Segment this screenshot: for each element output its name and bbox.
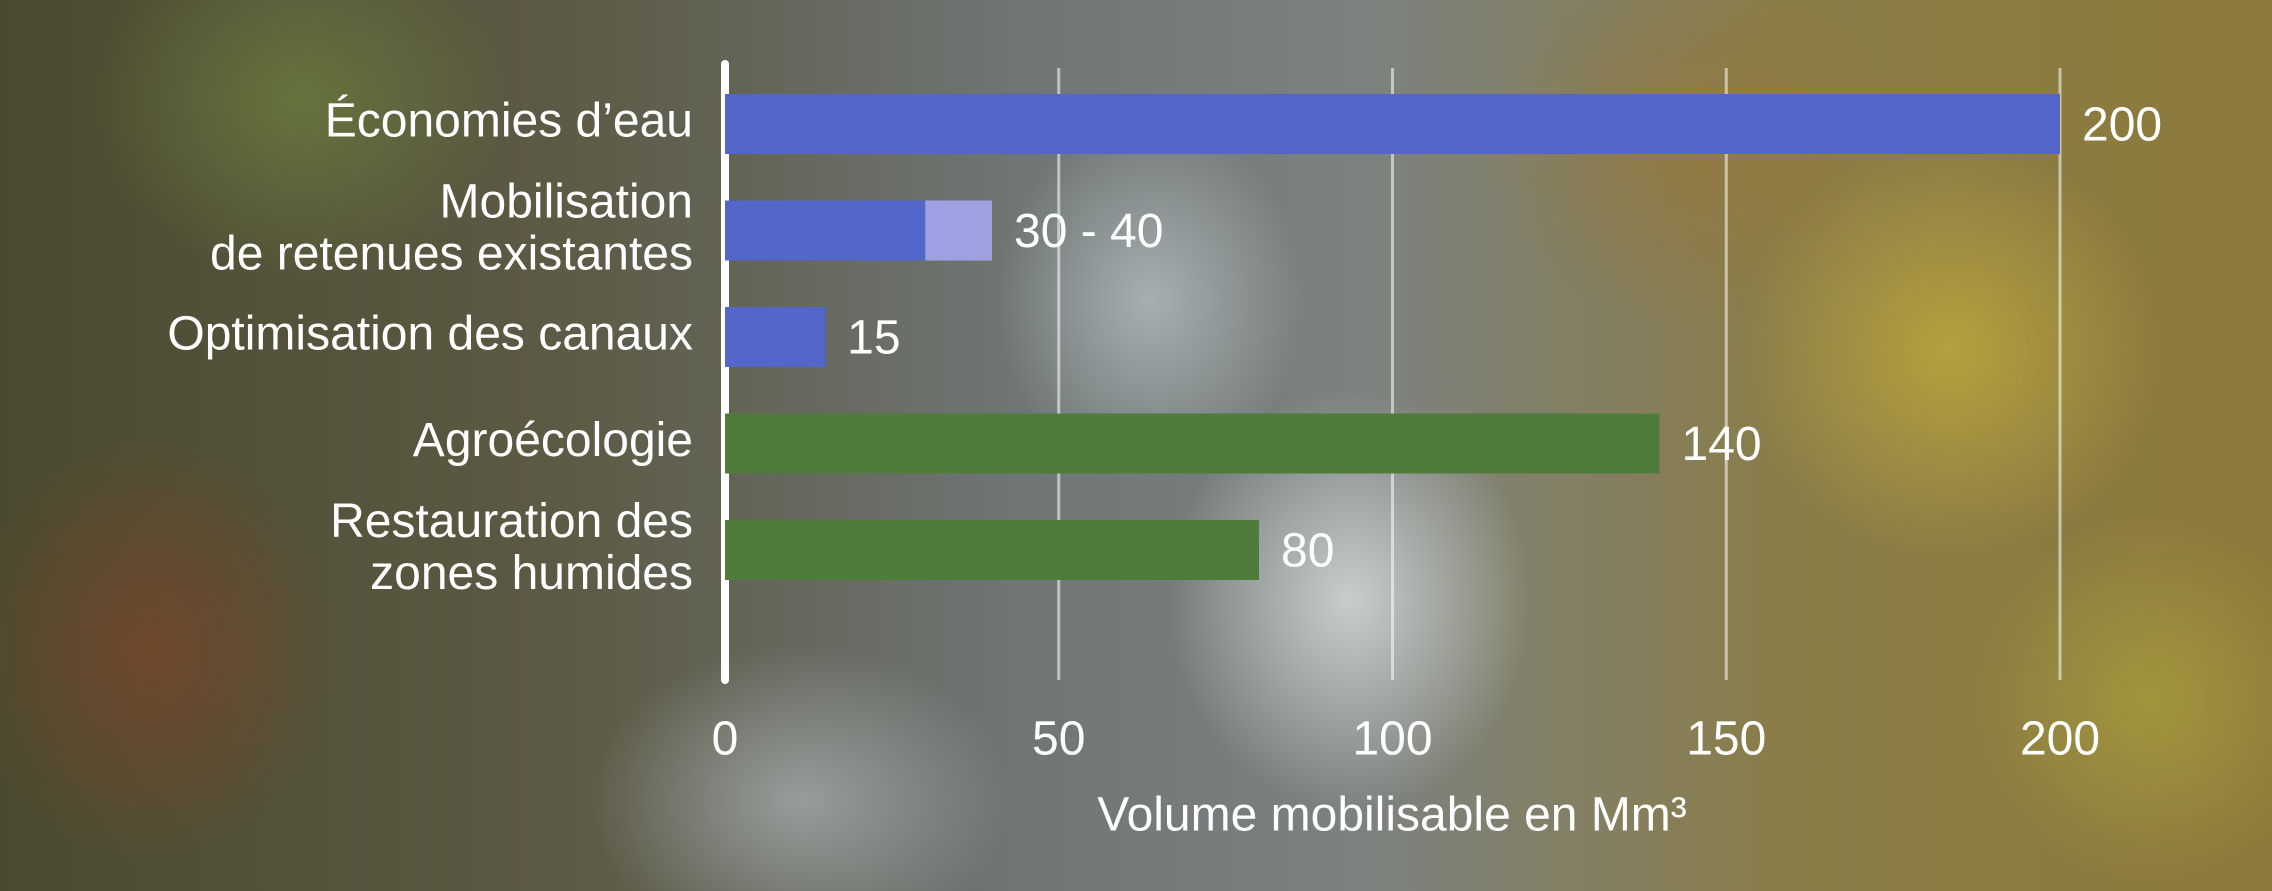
x-axis-label: Volume mobilisable en Mm³ [1097, 789, 1687, 842]
x-tick-label: 50 [1032, 713, 1085, 766]
bar [725, 307, 826, 367]
x-tick-label: 200 [2020, 713, 2100, 766]
bar [725, 94, 2060, 154]
bar [725, 200, 926, 261]
category-label-line: zones humides [370, 547, 693, 600]
value-label: 15 [847, 312, 900, 365]
category-label: Mobilisation de retenues existantes [210, 175, 693, 280]
value-label: 30 - 40 [1014, 205, 1163, 258]
value-label: 200 [2082, 99, 2162, 152]
category-label-line: Mobilisation [440, 175, 693, 228]
category-label: Agroécologie [413, 414, 693, 467]
x-tick-label: 0 [712, 713, 739, 766]
category-label: Optimisation des canaux [167, 308, 693, 361]
bar [725, 413, 1660, 474]
category-label: Économies d’eau [325, 95, 693, 148]
value-label: 140 [1682, 418, 1762, 471]
category-label: Restauration des zones humides [330, 495, 693, 600]
value-label: 80 [1281, 525, 1334, 578]
bar-range [925, 200, 992, 261]
x-tick-label: 150 [1686, 713, 1766, 766]
category-label-line: Restauration des [330, 495, 693, 548]
bar [725, 520, 1259, 580]
x-tick-label: 100 [1352, 713, 1432, 766]
category-label-line: de retenues existantes [210, 227, 693, 280]
